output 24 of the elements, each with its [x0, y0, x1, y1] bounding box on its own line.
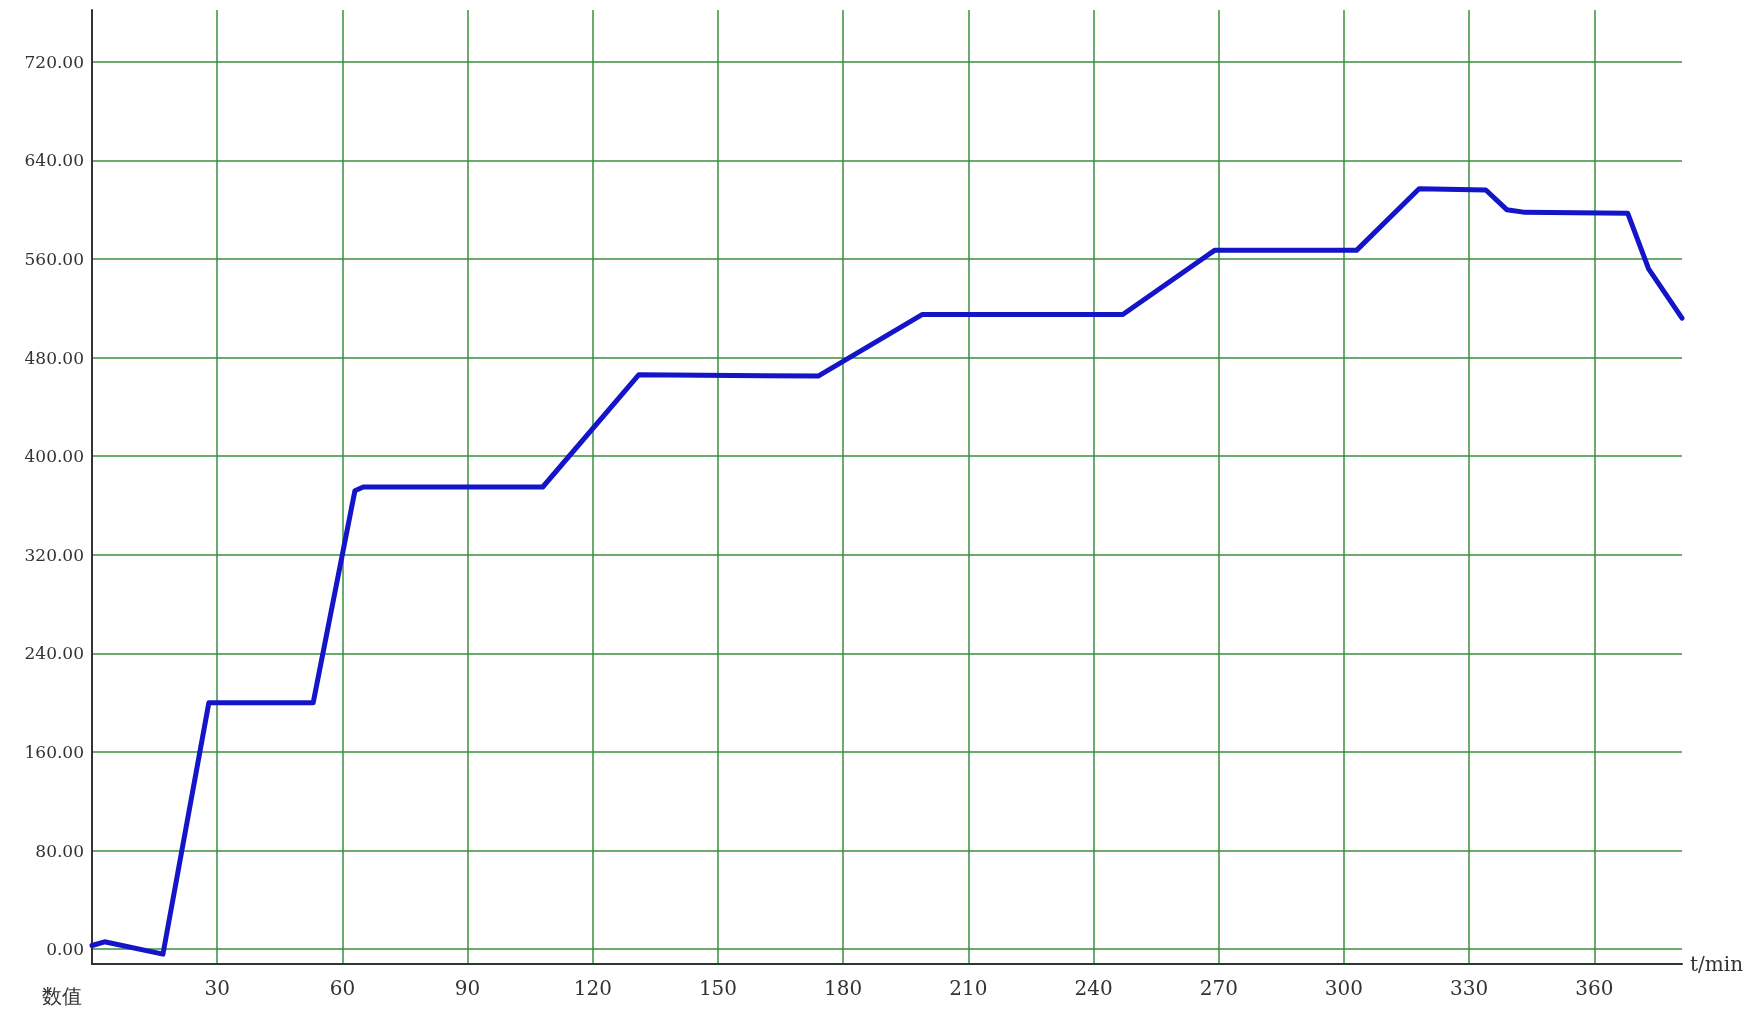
y-tick-label: 240.00 — [24, 643, 84, 664]
y-tick-label: 560.00 — [24, 248, 84, 269]
x-tick-label: 330 — [1450, 976, 1489, 1000]
y-tick-label: 720.00 — [24, 51, 84, 72]
x-tick-label: 240 — [1074, 976, 1113, 1000]
x-tick-label: 60 — [329, 976, 356, 1000]
x-tick-label: 30 — [204, 976, 230, 1000]
x-tick-label: 360 — [1575, 976, 1614, 1000]
y-tick-label: 80.00 — [35, 840, 84, 861]
x-tick-label: 270 — [1199, 976, 1238, 1000]
x-tick-label: 90 — [454, 976, 481, 1000]
x-axis-title: t/min — [1690, 952, 1744, 976]
y-tick-label: 160.00 — [24, 742, 84, 762]
y-axis-title: 数值 — [42, 984, 82, 1008]
x-tick-label: 150 — [698, 976, 738, 1000]
x-tick-label: 210 — [949, 976, 988, 1000]
x-tick-label: 180 — [824, 976, 863, 1000]
y-tick-label: 400.00 — [24, 446, 84, 467]
y-tick-label: 480.00 — [24, 347, 84, 368]
y-tick-label: 320.00 — [24, 544, 84, 565]
y-tick-label: 0.00 — [46, 939, 84, 960]
y-tick-label: 640.00 — [24, 150, 84, 171]
x-tick-label: 120 — [573, 976, 612, 1000]
x-tick-label: 300 — [1324, 976, 1364, 1000]
